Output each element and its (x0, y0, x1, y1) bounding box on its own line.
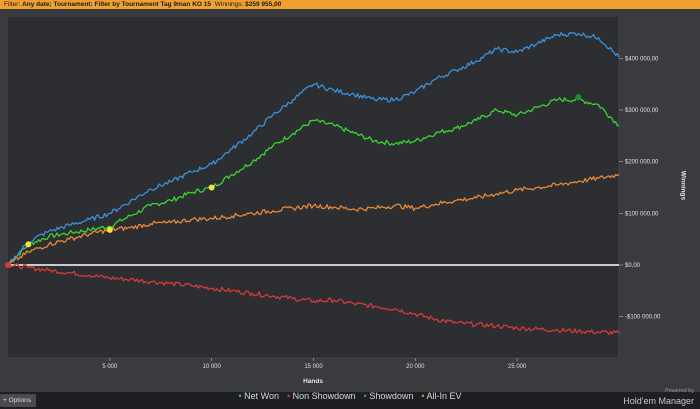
options-button[interactable]: + Options (0, 394, 37, 407)
legend-dot-icon: • (238, 391, 242, 401)
filter-label: Filter: (4, 1, 21, 8)
event-marker (25, 241, 32, 248)
plot-area (8, 17, 619, 358)
winnings-chart: -$100 000,00 $0,00 $100 000,00 $200 000,00 $… (5, 17, 661, 385)
winnings-value: $259 955,00 (245, 1, 282, 8)
legend-item[interactable]: • Non Showdown (287, 391, 356, 401)
legend-label: Net Won (241, 391, 279, 401)
legend-label: Non Showdown (290, 391, 356, 401)
legend-item[interactable]: • Net Won (238, 391, 279, 401)
y-axis-label: Winnings (679, 170, 687, 201)
legend-label: All-In EV (424, 391, 462, 401)
y-tick-label: $0,00 (625, 263, 641, 269)
legend-label: Showdown (366, 391, 414, 401)
y-axis-label-wrap: Winnings (671, 160, 691, 220)
showdown-line (7, 31, 620, 266)
legend: • Net Won • Non Showdown • Showdown • All-I… (0, 391, 700, 401)
options-label: Options (8, 397, 32, 404)
x-tick-label: 25 000 (508, 364, 527, 370)
net-won-line (7, 96, 620, 266)
x-tick-label: 20 000 (406, 364, 425, 370)
y-tick-label: $200 000,00 (625, 160, 659, 166)
powered-by: Powered by (664, 388, 694, 394)
filter-tag[interactable]: 9man KO 15 (173, 1, 211, 8)
y-tick-label: $300 000,00 (625, 108, 659, 114)
event-marker (575, 94, 582, 101)
winnings-label: Winnings: (214, 1, 244, 8)
event-marker (106, 226, 113, 233)
y-tick-label: -$100 000,00 (625, 315, 661, 321)
legend-dot-icon: • (363, 391, 367, 401)
x-tick-label: 10 000 (202, 364, 221, 370)
event-marker (5, 262, 11, 268)
filter-tournament[interactable]: Tournament: Filter by Tournament Tag (53, 1, 172, 8)
x-axis-label: Hands (303, 378, 323, 385)
y-tick-label: $400 000,00 (625, 56, 659, 62)
legend-dot-icon: • (421, 391, 425, 401)
x-tick-label: 15 000 (304, 364, 323, 370)
plus-icon: + (3, 397, 7, 404)
event-marker (208, 184, 215, 191)
legend-item[interactable]: • All-In EV (421, 391, 461, 401)
filter-date[interactable]: Any date; (22, 1, 52, 8)
x-tick-label: 5 000 (102, 364, 118, 370)
legend-item[interactable]: • Showdown (364, 391, 414, 401)
non-showdown-line (7, 263, 620, 336)
y-tick-label: $100 000,00 (625, 211, 659, 217)
brand-logo: Hold'em Manager (623, 396, 694, 406)
legend-dot-icon: • (286, 391, 291, 401)
filter-bar: Filter: Any date; Tournament: Filter by … (0, 0, 700, 9)
